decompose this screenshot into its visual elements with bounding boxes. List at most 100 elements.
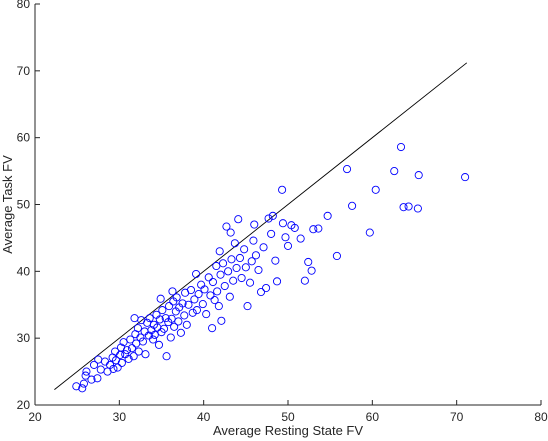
data-point	[215, 247, 224, 256]
data-point	[314, 224, 323, 233]
data-point	[268, 211, 277, 220]
data-point	[245, 278, 255, 287]
data-point	[149, 335, 158, 344]
data-point	[155, 315, 164, 324]
data-point	[212, 261, 221, 271]
data-point	[184, 300, 193, 309]
data-point	[172, 293, 181, 302]
data-point	[217, 316, 226, 325]
data-point	[283, 241, 293, 250]
data-point	[371, 185, 380, 194]
data-point	[82, 367, 91, 376]
data-point	[404, 202, 413, 211]
data-point	[237, 273, 246, 283]
data-point	[235, 253, 244, 263]
data-points	[72, 142, 470, 393]
data-point	[222, 222, 231, 231]
y-tick-label: 40	[17, 264, 31, 278]
reference-line	[54, 62, 468, 390]
data-point	[186, 285, 196, 295]
x-tick-label: 40	[197, 410, 211, 424]
data-point	[226, 228, 235, 237]
data-point	[240, 245, 249, 254]
data-point	[138, 337, 147, 346]
data-point	[182, 320, 191, 329]
data-point	[154, 340, 164, 349]
data-point	[122, 346, 131, 355]
data-point	[116, 350, 125, 359]
reference-line-group	[54, 62, 468, 390]
y-axis-ticks: 20 30 40 50 60 70 80	[17, 0, 40, 412]
data-point	[267, 229, 276, 238]
data-point	[166, 333, 175, 342]
data-point	[144, 331, 153, 340]
data-point	[396, 142, 406, 152]
data-point	[94, 355, 103, 364]
y-tick-label: 30	[17, 331, 31, 345]
data-point	[307, 266, 316, 275]
data-point	[216, 270, 225, 279]
data-point	[271, 256, 280, 265]
data-point	[81, 371, 90, 380]
x-tick-label: 20	[28, 410, 42, 424]
data-point	[100, 357, 110, 366]
data-point	[342, 165, 352, 174]
x-tick-label: 50	[281, 410, 295, 424]
data-point	[214, 302, 223, 311]
data-point	[259, 243, 268, 252]
data-point	[225, 292, 234, 301]
data-point	[414, 171, 423, 180]
data-point	[309, 225, 318, 234]
data-point	[194, 290, 203, 299]
data-point	[290, 223, 299, 232]
data-point	[365, 228, 374, 237]
data-point	[170, 322, 179, 331]
data-point	[140, 327, 149, 336]
data-point	[208, 277, 217, 287]
data-point	[219, 259, 228, 268]
data-point	[272, 277, 282, 286]
data-point	[124, 354, 133, 363]
data-point	[208, 324, 217, 333]
data-point	[174, 317, 183, 326]
data-point	[281, 233, 290, 242]
data-point	[136, 333, 145, 342]
data-point	[158, 306, 167, 315]
data-point	[198, 300, 207, 309]
data-point	[109, 364, 118, 373]
data-point	[204, 273, 213, 282]
x-tick-label: 60	[366, 410, 380, 424]
data-point	[72, 382, 81, 391]
data-point	[390, 167, 399, 176]
data-point	[243, 302, 252, 311]
data-point	[126, 335, 135, 344]
data-point	[206, 291, 215, 300]
data-point	[278, 219, 287, 228]
data-point	[178, 299, 187, 308]
data-point	[227, 255, 236, 264]
data-point	[176, 328, 185, 337]
data-point	[296, 234, 305, 243]
data-point	[251, 251, 261, 260]
x-tick-label: 30	[113, 410, 127, 424]
data-point	[300, 276, 309, 285]
data-point	[117, 358, 126, 367]
data-point	[323, 211, 332, 220]
data-point	[241, 263, 250, 272]
data-point	[232, 263, 241, 273]
data-point	[234, 215, 243, 224]
y-tick-label: 80	[17, 0, 31, 11]
data-point	[119, 338, 128, 347]
data-point	[180, 311, 189, 320]
x-axis-ticks: 20 30 40 50 60 70 80	[28, 400, 548, 424]
data-point	[133, 324, 142, 333]
data-point	[399, 203, 408, 212]
data-point	[249, 236, 258, 245]
data-point	[129, 352, 138, 361]
data-point	[141, 350, 150, 359]
data-point	[461, 173, 470, 182]
data-point	[413, 204, 422, 213]
data-point	[210, 296, 219, 305]
data-point	[188, 308, 197, 317]
